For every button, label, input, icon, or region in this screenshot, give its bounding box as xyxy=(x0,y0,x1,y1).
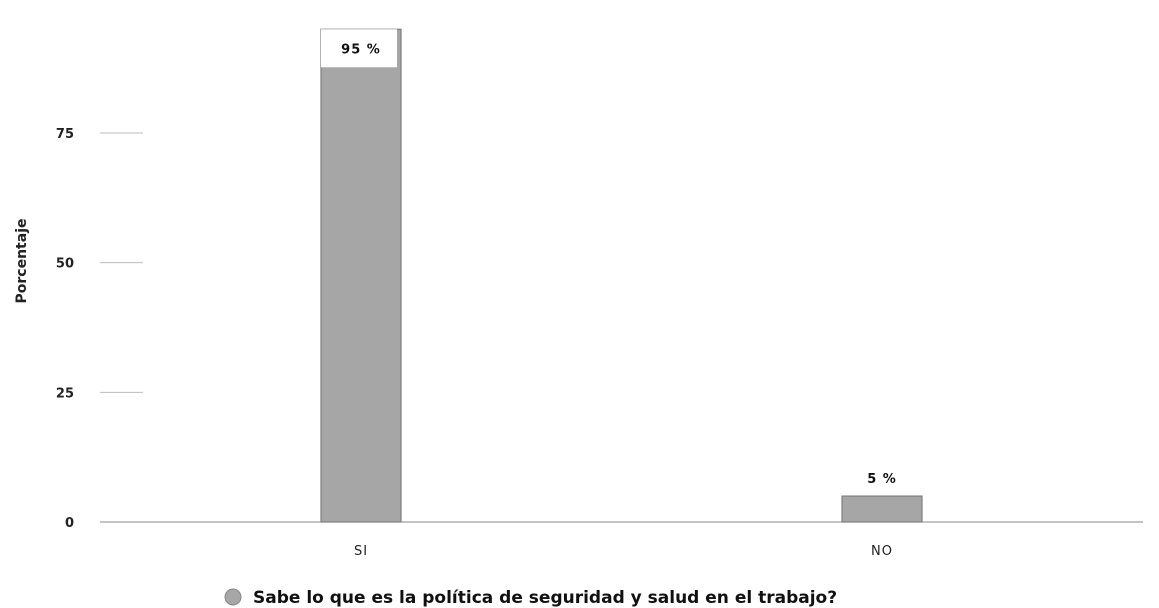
data-label-box xyxy=(321,29,397,68)
y-axis-label: Porcentaje xyxy=(14,219,30,304)
x-tick-label: NO xyxy=(871,544,893,559)
y-tick-label: 25 xyxy=(56,386,74,401)
bar-si xyxy=(320,28,402,523)
bars: 95 % SI 5 % NO xyxy=(320,28,923,559)
data-label: 5 % xyxy=(867,472,897,487)
y-axis-ticks: 0 25 50 75 xyxy=(56,127,143,531)
legend: Sabe lo que es la política de seguridad … xyxy=(224,588,837,608)
legend-marker xyxy=(224,588,242,606)
y-tick-label: 75 xyxy=(56,127,74,142)
y-tick-label: 0 xyxy=(65,516,74,531)
bar-no xyxy=(841,495,923,523)
y-tick-label: 50 xyxy=(56,257,74,272)
data-label: 95 % xyxy=(341,42,381,57)
legend-label: Sabe lo que es la política de seguridad … xyxy=(253,588,837,608)
x-tick-label: SI xyxy=(354,544,368,559)
